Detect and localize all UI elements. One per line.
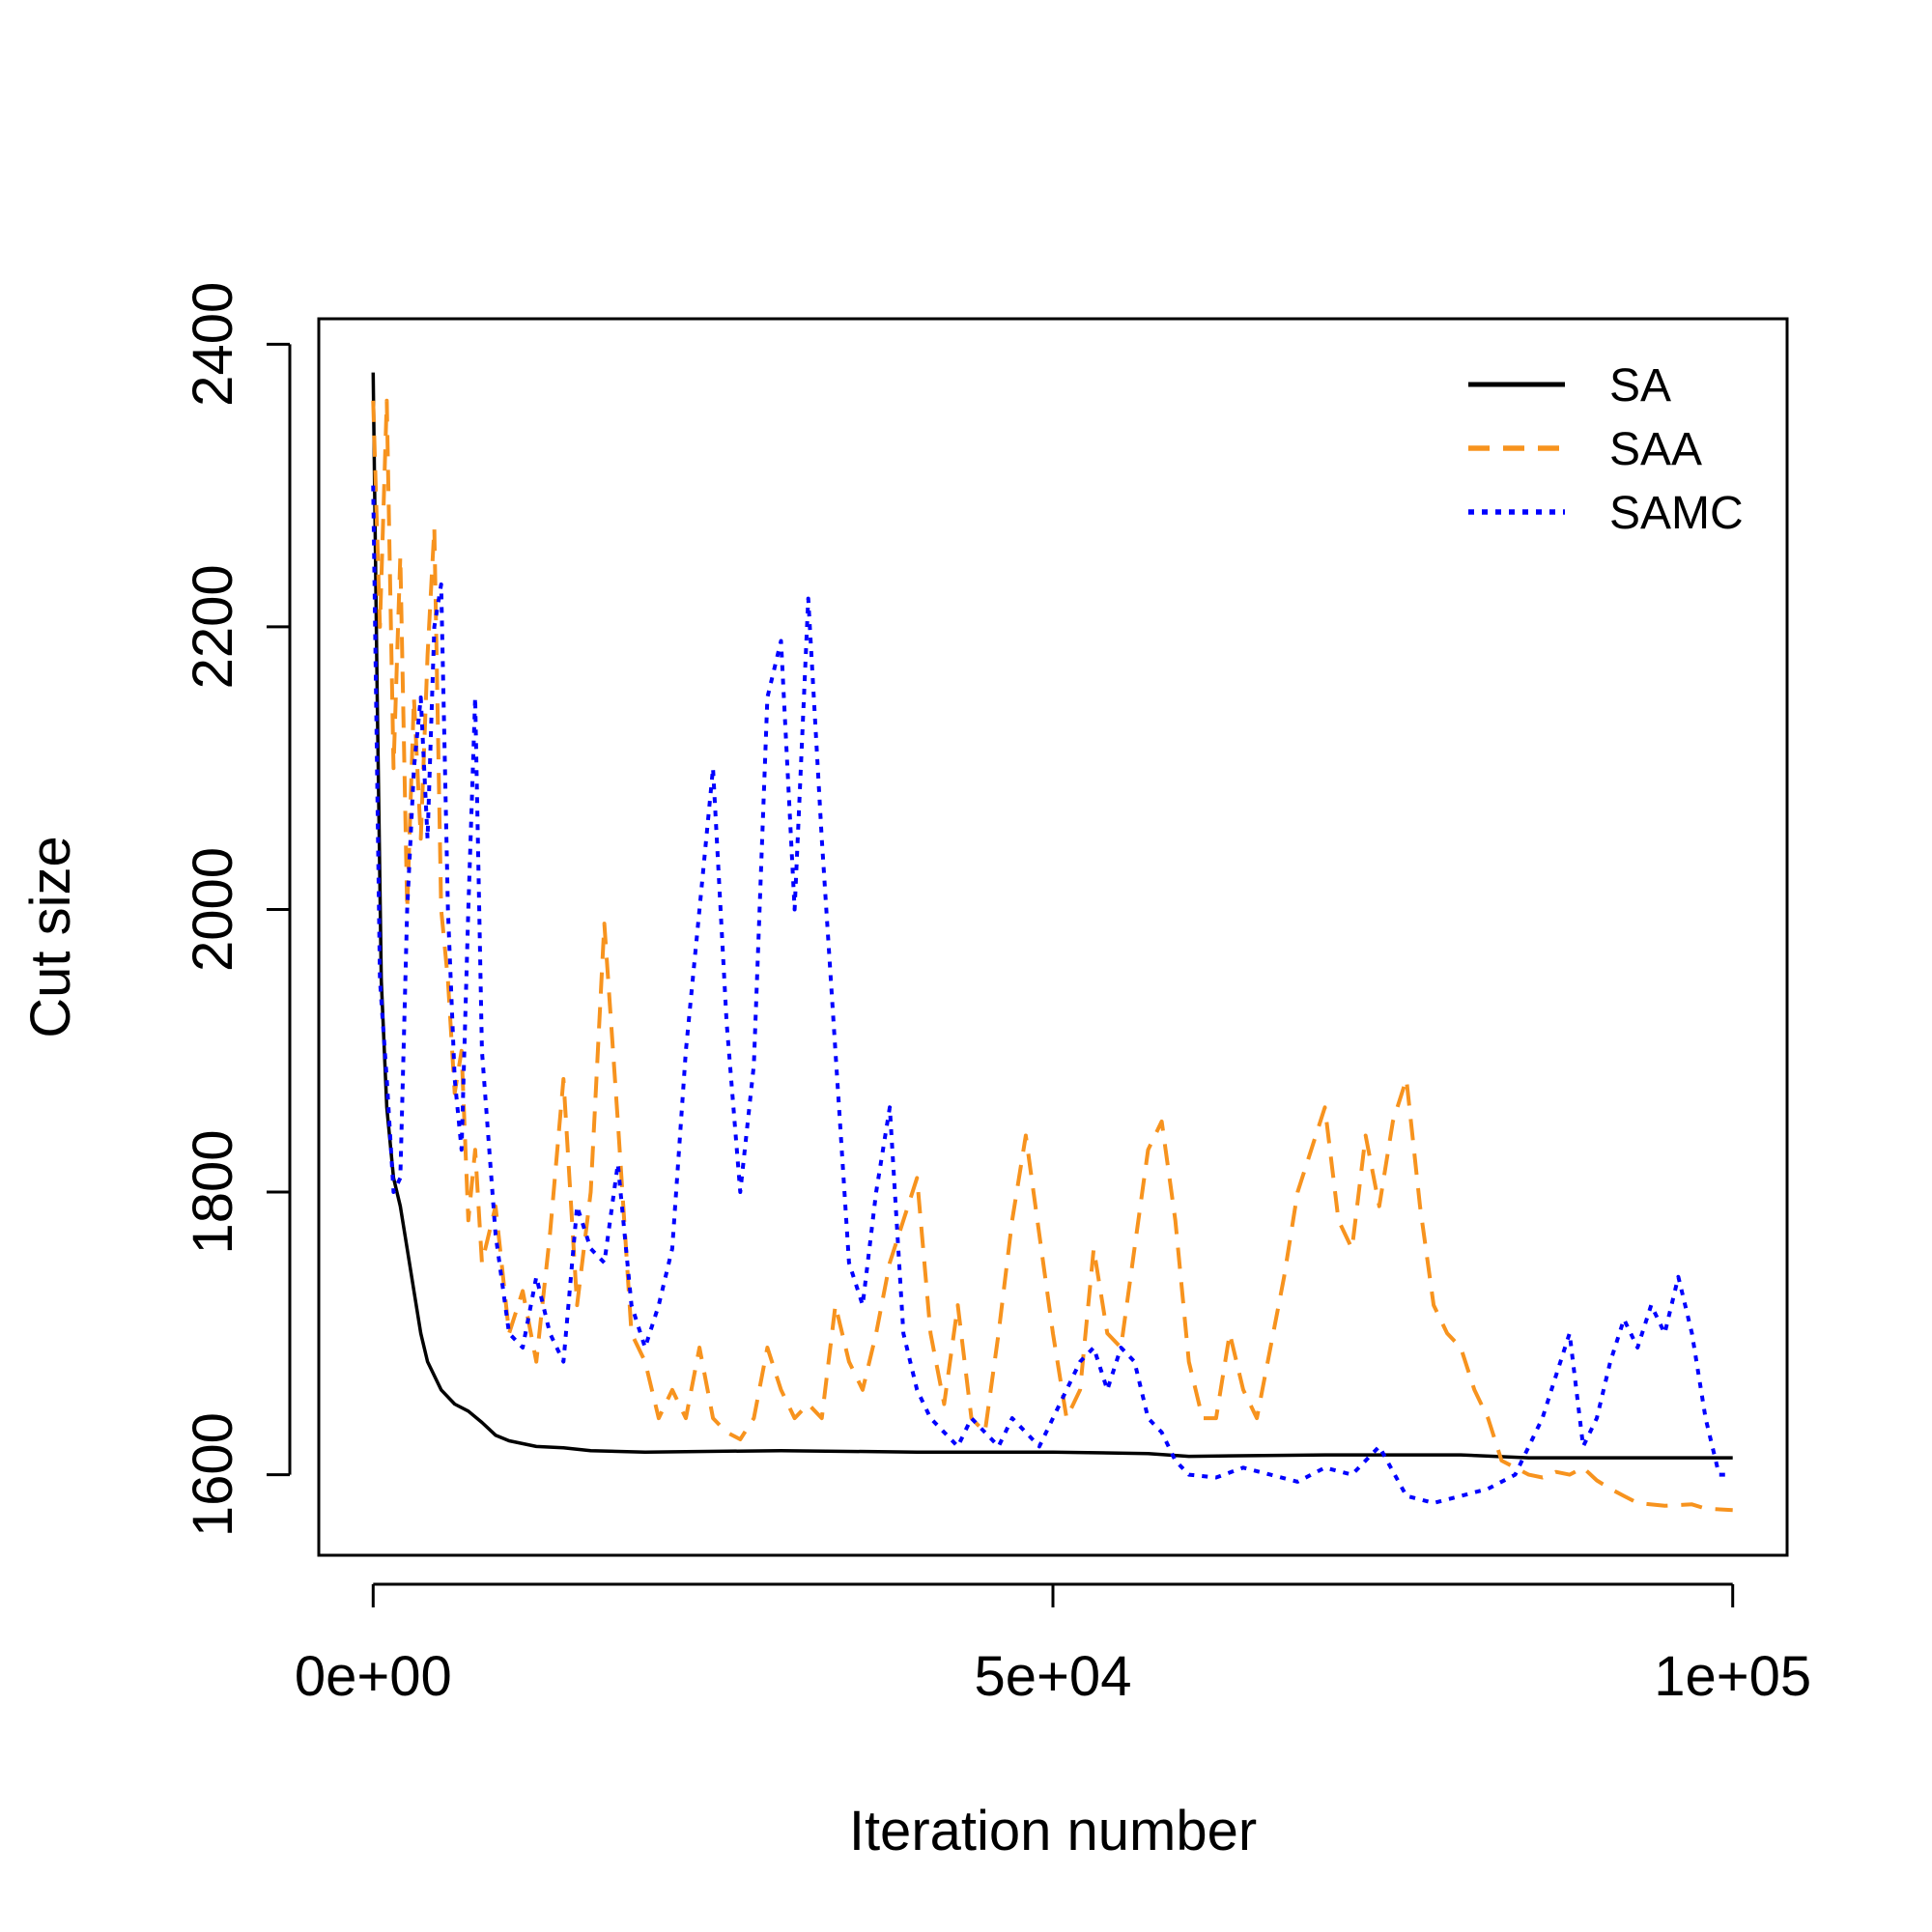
- legend-label-sa: SA: [1609, 360, 1671, 412]
- series-line-sa: [371, 372, 1733, 1460]
- y-tick-label: 2400: [182, 282, 244, 407]
- x-axis-title: Iteration number: [849, 1800, 1257, 1862]
- x-axis: 0e+00 5e+04 1e+05: [295, 1582, 1811, 1708]
- plot-frame: [317, 317, 1789, 1557]
- x-tick-label: 1e+05: [1654, 1645, 1811, 1708]
- y-tick-label: 2200: [182, 564, 244, 689]
- y-tick-label: 1800: [182, 1129, 244, 1254]
- x-tick-label: 0e+00: [295, 1645, 452, 1708]
- legend-label-samc: SAMC: [1609, 488, 1744, 539]
- legend-label-saa: SAA: [1609, 424, 1702, 475]
- series-line-samc: [371, 485, 1733, 1505]
- legend: SA SAA SAMC: [1468, 360, 1744, 539]
- y-tick-label: 1600: [182, 1412, 244, 1537]
- y-axis-title: Cut size: [19, 836, 82, 1038]
- x-tick-label: 5e+04: [975, 1645, 1132, 1708]
- y-axis: 1600 1800 2000 2200 2400: [182, 282, 292, 1537]
- y-tick-label: 2000: [182, 847, 244, 972]
- series-line-saa: [371, 398, 1733, 1513]
- series-lines: [371, 372, 1733, 1513]
